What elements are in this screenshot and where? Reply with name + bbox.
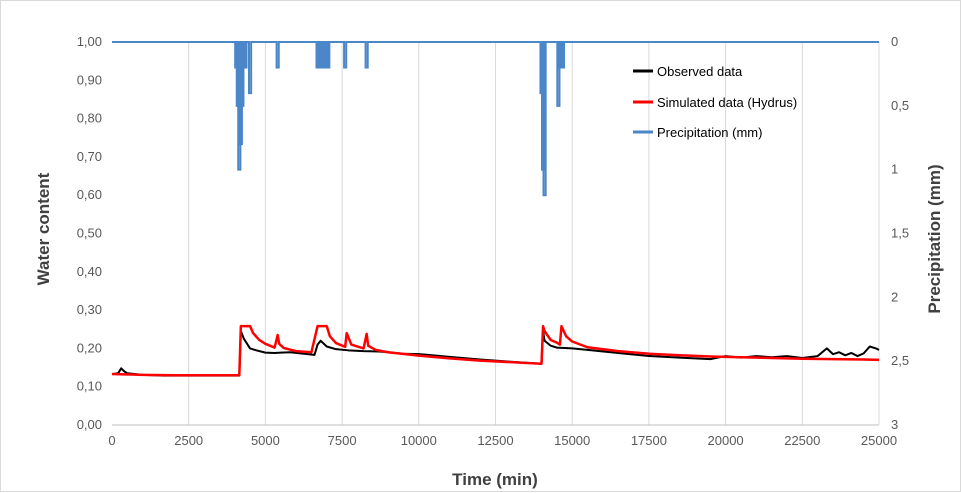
y-tick-label: 0,80 xyxy=(77,111,102,126)
y-tick-label: 0,60 xyxy=(77,187,102,202)
x-tick-label: 22500 xyxy=(784,433,820,448)
y-tick-label: 0,40 xyxy=(77,264,102,279)
simulated-line xyxy=(111,324,880,377)
x-tick-label: 10000 xyxy=(401,433,437,448)
y-axis-title: Water content xyxy=(34,172,53,285)
legend-label-simulated: Simulated data (Hydrus) xyxy=(657,95,797,110)
y2-tick-label: 2,5 xyxy=(891,353,909,368)
y2-axis-title: Precipitation (mm) xyxy=(925,164,944,313)
x-tick-label: 0 xyxy=(108,433,115,448)
y-tick-label: 1,00 xyxy=(77,34,102,49)
y2-tick-label: 0,5 xyxy=(891,98,909,113)
grid-lines xyxy=(188,42,880,425)
y2-tick-label: 2 xyxy=(891,289,898,304)
simulated-series xyxy=(111,324,880,377)
x-tick-label: 5000 xyxy=(251,433,280,448)
y-axis-ticks: 0,00 0,10 0,20 0,30 0,40 0,50 0,60 0,70 0,80 0,90… xyxy=(77,34,102,432)
y2-tick-label: 3 xyxy=(891,417,898,432)
x-tick-label: 25000 xyxy=(861,433,897,448)
precipitation-series xyxy=(112,41,879,197)
y-tick-label: 0,10 xyxy=(77,379,102,394)
y-tick-label: 0,30 xyxy=(77,302,102,317)
y-tick-label: 0,00 xyxy=(77,417,102,432)
x-axis-ticks: 0 2500 5000 7500 10000 12500 15000 17500 20000 22… xyxy=(108,433,897,448)
x-tick-label: 20000 xyxy=(708,433,744,448)
legend-label-observed: Observed data xyxy=(657,64,743,79)
y2-tick-label: 1 xyxy=(891,162,898,177)
x-tick-label: 7500 xyxy=(328,433,357,448)
y-tick-label: 0,90 xyxy=(77,72,102,87)
y2-tick-label: 1,5 xyxy=(891,226,909,241)
y2-tick-label: 0 xyxy=(891,34,898,49)
legend: Observed data Simulated data (Hydrus) Pr… xyxy=(633,64,797,140)
precipitation-line xyxy=(112,41,879,197)
y-tick-label: 0,20 xyxy=(77,340,102,355)
y-tick-label: 0,70 xyxy=(77,149,102,164)
x-tick-label: 15000 xyxy=(554,433,590,448)
legend-label-precipitation: Precipitation (mm) xyxy=(657,125,762,140)
x-axis-title: Time (min) xyxy=(452,470,538,489)
y2-axis-ticks: 0 0,5 1 1,5 2 2,5 3 xyxy=(891,34,909,432)
y-tick-label: 0,50 xyxy=(77,226,102,241)
x-tick-label: 17500 xyxy=(631,433,667,448)
x-tick-label: 12500 xyxy=(477,433,513,448)
x-tick-label: 2500 xyxy=(174,433,203,448)
